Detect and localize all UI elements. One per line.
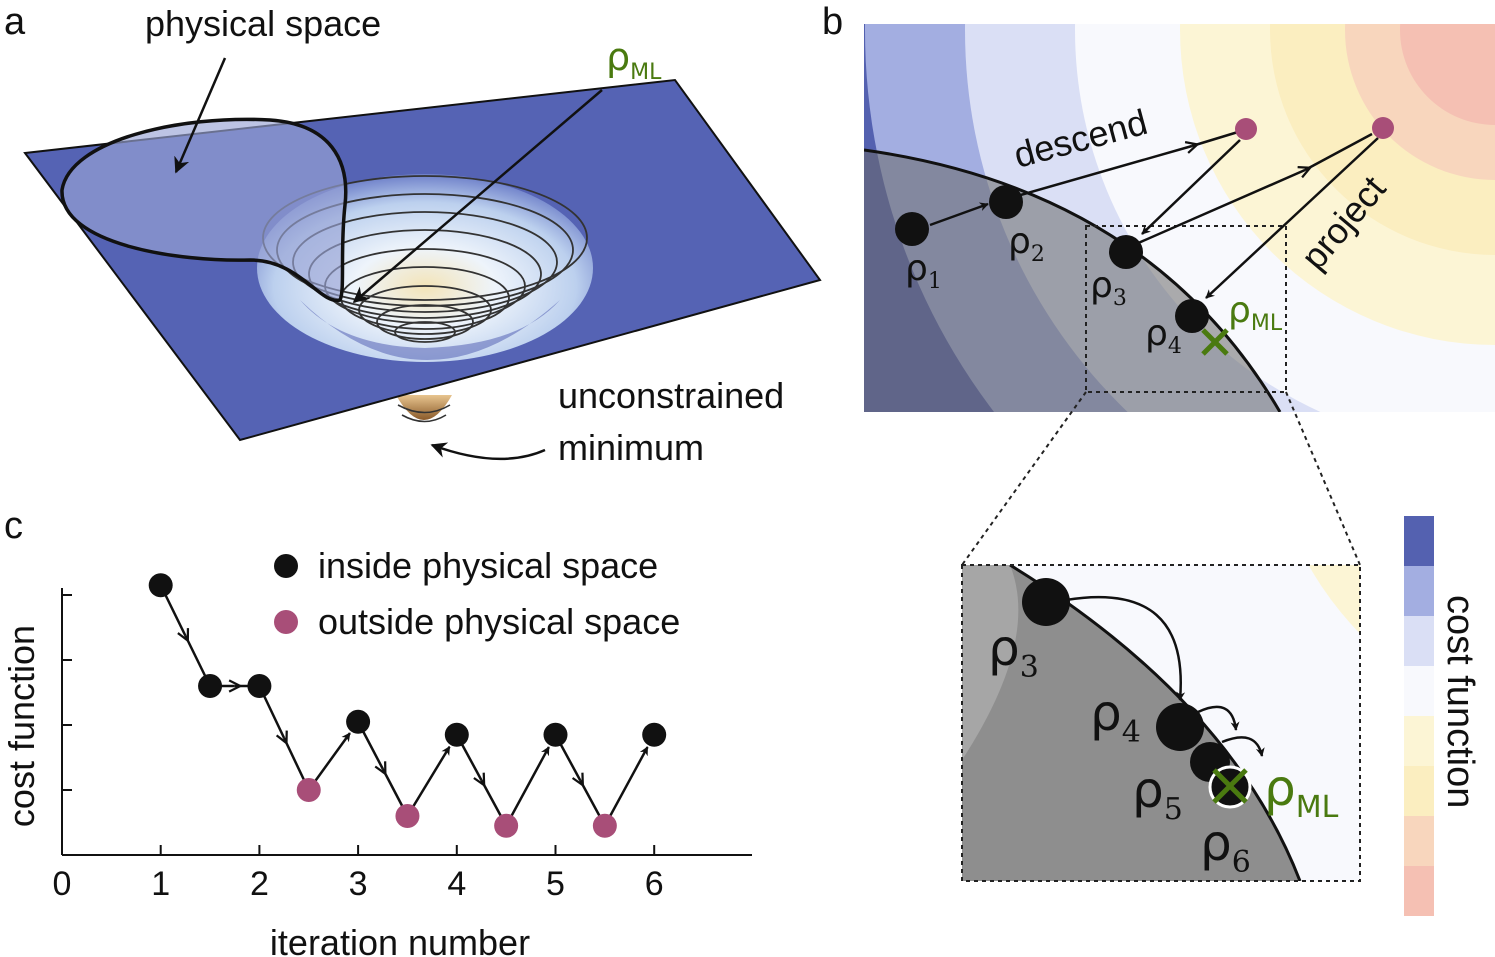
zoom-arrow-4-5	[1197, 705, 1240, 731]
physical-boundary-b	[864, 148, 1282, 412]
zoom-rho-6-label: ρ6	[1200, 814, 1251, 880]
inside-point	[148, 573, 173, 598]
zoom-point-rho-3	[1022, 578, 1070, 626]
ml-cross-zoom	[1212, 768, 1248, 804]
rho-3-label: ρ3	[1090, 265, 1127, 311]
rho-ml-label-b: ρML	[1228, 290, 1283, 336]
outside-point	[494, 813, 519, 838]
point-rho-4	[1175, 299, 1209, 333]
unconstrained-arrow	[430, 442, 546, 461]
inside-point	[346, 709, 371, 734]
path-segment-up	[603, 746, 649, 827]
legend-inside-label: inside physical space	[318, 545, 658, 586]
x-axis-label: iteration number	[270, 922, 530, 957]
path-segment-up	[505, 746, 550, 827]
colorbar-swatch	[1404, 566, 1434, 616]
zoom-rho-4-label: ρ4	[1090, 684, 1141, 750]
outside-point	[296, 778, 321, 802]
ml-cross-b	[1201, 328, 1229, 356]
inside-point	[543, 722, 568, 747]
descend-arrow-1b	[1191, 130, 1239, 148]
x-tick-label: 4	[447, 865, 466, 903]
point-outside-2	[1372, 117, 1394, 139]
arrow-rho1-rho2	[929, 202, 989, 227]
unconstrained-label: unconstrained	[558, 375, 784, 416]
x-tick-label: 0	[53, 865, 72, 903]
zoom-arrow-3-4	[1065, 595, 1186, 701]
panel-b-cost-map	[864, 24, 1495, 412]
colorbar-swatch	[1404, 716, 1434, 766]
physical-space-label: physical space	[145, 3, 381, 44]
funnel-contours	[262, 175, 588, 343]
zoom-inset-frame	[961, 564, 1361, 882]
path-segment-up	[406, 745, 451, 817]
minimum-label: minimum	[558, 427, 704, 468]
zoom-connector-right	[1285, 391, 1361, 566]
rho-4-label: ρ4	[1145, 313, 1182, 359]
panel-a: a physical space ρML unconstraine	[4, 1, 822, 468]
inside-point	[444, 722, 469, 747]
zoom-region-box	[1085, 225, 1287, 393]
tip-contour-1	[397, 404, 451, 414]
colorbar	[1404, 516, 1434, 916]
panel-c: c inside physical space outside physical…	[1, 505, 752, 957]
outside-point	[592, 813, 617, 838]
x-tick-label: 3	[349, 865, 368, 903]
physical-space-region	[60, 117, 348, 302]
y-axis-label: cost function	[1, 625, 42, 827]
legend-outside-label: outside physical space	[318, 601, 680, 642]
legend-outside-marker	[274, 610, 298, 634]
descend-arrow-2	[1135, 170, 1305, 246]
rho-ml-label-a: ρML	[606, 35, 662, 85]
point-rho-1	[895, 212, 929, 246]
colorbar-swatch	[1404, 766, 1434, 816]
x-tick-label: 5	[546, 865, 565, 903]
colorbar-swatch	[1404, 516, 1434, 566]
physical-region-b	[864, 150, 1280, 412]
tip-contour-2	[401, 414, 447, 423]
rho-2-label: ρ2	[1008, 221, 1045, 267]
x-tick-label: 6	[645, 865, 664, 903]
colorbar-swatch	[1404, 816, 1434, 866]
colorbar-swatch	[1404, 666, 1434, 716]
chart-points	[148, 573, 667, 838]
funnel-front-lip	[300, 300, 560, 360]
physical-space-arrow	[174, 57, 227, 174]
point-outside-1	[1235, 118, 1257, 140]
rho-ml-arrow-a	[352, 89, 603, 304]
project-arrow-2	[1205, 137, 1379, 299]
chart-ticks: 0 1 2 3 4 5 6	[53, 594, 664, 903]
x-tick-label: 2	[250, 865, 269, 903]
inside-point	[198, 674, 223, 698]
inside-point	[642, 722, 667, 747]
rho-1-label: ρ1	[905, 248, 942, 294]
zoom-rho-3-label: ρ3	[988, 619, 1039, 685]
outside-point	[395, 804, 420, 828]
zoom-rho-ml-label: ρML	[1264, 759, 1339, 825]
zoom-point-rho-4	[1156, 703, 1204, 751]
panel-b: b descend project	[822, 1, 1495, 916]
panel-b-label: b	[822, 1, 843, 43]
zoom-connector-left	[961, 391, 1087, 566]
project-arrow-1	[1141, 139, 1241, 235]
zoom-arrow-5-6	[1221, 736, 1265, 757]
zoom-rho-5-label: ρ5	[1132, 761, 1183, 827]
inside-point	[247, 674, 272, 698]
colorbar-swatch	[1404, 616, 1434, 666]
panel-a-label: a	[4, 1, 26, 43]
funnel-tip	[396, 395, 452, 420]
colorbar-swatch	[1404, 866, 1434, 916]
colorbar-label: cost function	[1439, 595, 1481, 808]
panel-c-label: c	[4, 505, 23, 547]
descend-arrow-1	[1009, 146, 1192, 200]
descend-arrow-2b	[1304, 132, 1373, 172]
point-rho-3	[1109, 235, 1143, 269]
point-rho-2	[989, 185, 1023, 219]
x-tick-label: 1	[151, 865, 170, 903]
legend-inside-marker	[274, 554, 298, 578]
